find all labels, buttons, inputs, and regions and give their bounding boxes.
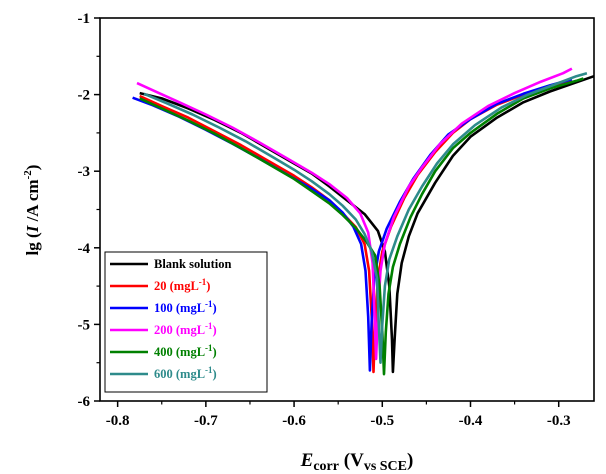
x-axis-label: Ecorr (Vvs SCE): [300, 450, 414, 474]
x-axis-label-sub1: corr: [313, 459, 339, 474]
ticks-layer: -0.8 -0.7 -0.6 -0.5 -0.4 -0.3 -6 -5 -4 -3 -2 -1: [78, 11, 571, 429]
y-axis-label-italic: I: [23, 224, 42, 233]
y-tick-label: -2: [78, 88, 91, 104]
x-tick-label: -0.8: [106, 413, 130, 429]
series-layer: [132, 67, 595, 376]
y-axis-label-mid: /A cm: [23, 179, 42, 225]
y-tick-label: -6: [78, 394, 91, 410]
y-tick-label: -4: [78, 241, 91, 257]
legend-label-2: 100 (mgL-1): [154, 299, 217, 315]
y-tick-label: -5: [78, 317, 91, 333]
y-tick-label: -3: [78, 164, 91, 180]
x-tick-label: -0.7: [194, 413, 218, 429]
series-line-4: [139, 77, 584, 376]
y-axis-label-sup: -2: [22, 170, 34, 180]
x-tick-label: -0.4: [459, 413, 483, 429]
x-axis-label-sub2: vs SCE: [364, 459, 407, 474]
series-line-3: [136, 67, 573, 361]
y-axis-label-prefix: lg (: [23, 232, 42, 255]
x-tick-label: -0.5: [370, 413, 394, 429]
legend-label-3: 200 (mgL-1): [154, 321, 217, 337]
x-tick-label: -0.3: [547, 413, 571, 429]
legend-label-5: 600 (mgL-1): [154, 365, 217, 381]
legend-label-1: 20 (mgL-1): [154, 277, 210, 293]
y-axis-label: lg (I /A cm-2): [22, 165, 42, 256]
x-tick-label: -0.6: [282, 413, 306, 429]
legend-label-0: Blank solution: [154, 257, 232, 271]
x-axis-label-open: (V: [339, 450, 364, 471]
legend-box: [104, 251, 268, 393]
series-line-5: [143, 71, 588, 364]
legend-label-4: 400 (mgL-1): [154, 343, 217, 359]
x-axis-label-close: ): [407, 450, 413, 471]
y-axis-label-suffix: ): [23, 165, 42, 171]
x-axis-label-main: E: [300, 450, 314, 471]
legend: Blank solution 20 (mgL-1) 100 (mgL-1) 200 (…: [104, 251, 268, 393]
y-tick-label: -1: [78, 11, 91, 27]
